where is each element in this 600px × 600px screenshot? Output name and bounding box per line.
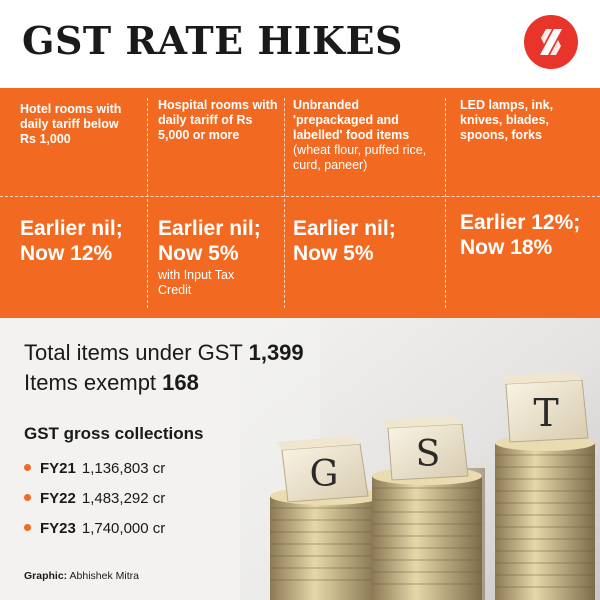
- credit-label: Graphic:: [24, 570, 68, 582]
- collection-amount: 1,740,000 cr: [81, 520, 166, 537]
- bullet-icon: [24, 463, 31, 471]
- category-item: Unbranded 'prepackaged and labelled' foo…: [293, 98, 438, 173]
- cube-letter: G: [310, 454, 339, 495]
- exempt-items-label: Items exempt: [24, 370, 157, 395]
- category-label: Unbranded 'prepackaged and labelled' foo…: [293, 98, 410, 142]
- rate-now: Now 12%: [20, 242, 113, 265]
- category-label: Hospital rooms with daily tariff of Rs 5…: [158, 98, 278, 142]
- category-item: Hospital rooms with daily tariff of Rs 5…: [158, 98, 278, 143]
- rate-earlier: Earlier nil;: [20, 217, 123, 240]
- collections-heading: GST gross collections: [24, 424, 204, 443]
- column-divider: [445, 98, 446, 308]
- indian-express-logo-icon: [524, 15, 578, 69]
- rate-now: Now 18%: [460, 236, 553, 259]
- cube-g: G: [276, 436, 369, 503]
- rate-earlier: Earlier nil;: [293, 217, 396, 240]
- exempt-items-stat: Items exempt 168: [24, 370, 199, 396]
- rate-change: Earlier nil; Now 5%: [158, 216, 261, 266]
- gst-coins-illustration: G S T: [240, 318, 600, 600]
- rate-now: Now 5%: [158, 242, 239, 265]
- cube-letter: T: [533, 391, 558, 435]
- cube-letter: S: [416, 434, 441, 475]
- exempt-items-value: 168: [162, 370, 199, 395]
- collection-row: FY23 1,740,000 cr: [24, 520, 165, 537]
- rate-hikes-panel: Hotel rooms with daily tariff below Rs 1…: [0, 88, 600, 318]
- header: GST RATE HIKES: [0, 0, 600, 80]
- page-title: GST RATE HIKES: [22, 18, 403, 63]
- rate-earlier: Earlier 12%;: [460, 211, 581, 234]
- total-items-label: Total items under GST: [24, 340, 243, 365]
- gst-stats-section: G S T Total items under GST 1,399 Items …: [0, 318, 600, 600]
- rate-change: Earlier 12%; Now 18%: [460, 210, 580, 260]
- collection-amount: 1,136,803 cr: [81, 460, 166, 477]
- collection-row: FY21 1,136,803 cr: [24, 460, 165, 477]
- category-item: LED lamps, ink, knives, blades, spoons, …: [460, 98, 582, 143]
- fiscal-year: FY23: [40, 520, 76, 537]
- fiscal-year: FY22: [40, 490, 76, 507]
- total-items-value: 1,399: [248, 340, 304, 365]
- rate-now: Now 5%: [293, 242, 374, 265]
- collection-row: FY22 1,483,292 cr: [24, 490, 165, 507]
- category-detail: (wheat flour, puffed rice, curd, paneer): [293, 143, 427, 172]
- column-divider: [284, 98, 285, 308]
- cube-t: T: [500, 372, 589, 443]
- cube-s: S: [382, 416, 469, 481]
- category-item: Hotel rooms with daily tariff below Rs 1…: [20, 102, 138, 147]
- fiscal-year: FY21: [40, 460, 76, 477]
- category-label: LED lamps, ink, knives, blades, spoons, …: [460, 98, 554, 142]
- rate-earlier: Earlier nil;: [158, 217, 261, 240]
- bullet-icon: [24, 523, 31, 531]
- column-divider: [147, 98, 148, 308]
- credit-name: Abhishek Mitra: [69, 570, 139, 582]
- graphic-credit: Graphic: Abhishek Mitra: [24, 570, 139, 582]
- collection-amount: 1,483,292 cr: [81, 490, 166, 507]
- row-divider: [0, 196, 600, 197]
- rate-change: Earlier nil; Now 5%: [293, 216, 396, 266]
- rate-note: with Input Tax Credit: [158, 268, 235, 297]
- rate-change: Earlier nil; Now 12%: [20, 216, 123, 266]
- total-items-stat: Total items under GST 1,399: [24, 340, 304, 366]
- bullet-icon: [24, 493, 31, 501]
- category-label: Hotel rooms with daily tariff below Rs 1…: [20, 102, 122, 146]
